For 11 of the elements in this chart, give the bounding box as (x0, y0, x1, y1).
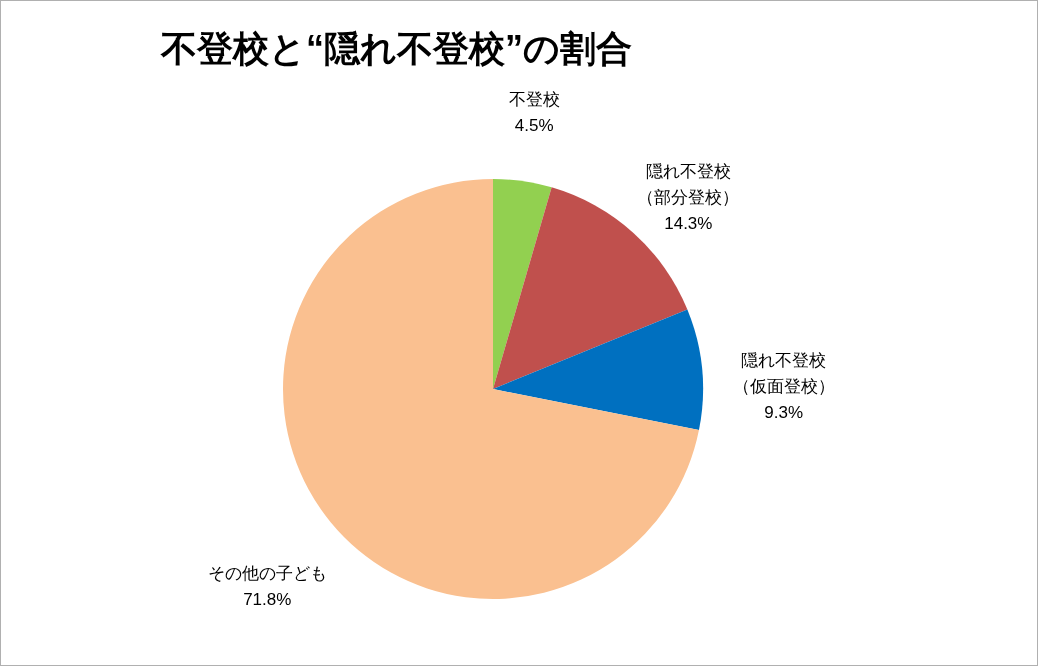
chart-title: 不登校と“隠れ不登校”の割合 (160, 27, 632, 69)
slice-label: 隠れ不登校（部分登校） (637, 161, 740, 207)
slice-label: 隠れ不登校（仮面登校） (732, 351, 835, 397)
data-label: 4.5% (514, 115, 554, 135)
slice-label: その他の子ども (207, 564, 327, 584)
pie-slice (493, 309, 703, 431)
data-label: 9.3% (764, 403, 804, 423)
pie-slice (493, 179, 552, 389)
data-label: 71.8% (243, 590, 292, 610)
slice-label: 不登校 (508, 89, 560, 109)
data-label: 14.3% (664, 213, 713, 233)
